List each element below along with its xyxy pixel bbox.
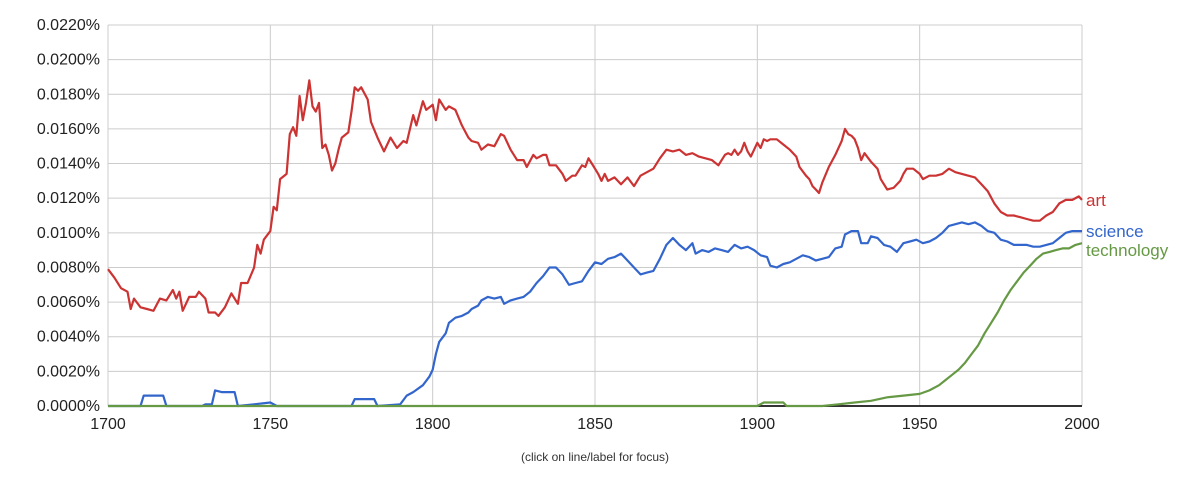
series-lines[interactable] <box>107 79 1083 408</box>
x-tick-label: 1850 <box>577 416 613 433</box>
x-tick-label: 1750 <box>253 416 289 433</box>
series-label-art[interactable]: art <box>1086 191 1106 210</box>
y-tick-label: 0.0020% <box>37 363 100 380</box>
y-tick-label: 0.0040% <box>37 329 100 346</box>
axes: 0.0000% 0.0020% 0.0040% 0.0060% 0.0080% 0.010… <box>37 17 1100 433</box>
series-line-science[interactable] <box>108 221 1082 408</box>
y-tick-label: 0.0100% <box>37 225 100 242</box>
series-label-science[interactable]: science <box>1086 222 1144 241</box>
y-tick-label: 0.0160% <box>37 121 100 138</box>
series-label-technology[interactable]: technology <box>1086 241 1169 260</box>
x-tick-label: 2000 <box>1064 416 1100 433</box>
series-line-technology[interactable] <box>108 242 1083 408</box>
y-tick-label: 0.0180% <box>37 86 100 103</box>
line-chart: 0.0000% 0.0020% 0.0040% 0.0060% 0.0080% 0.010… <box>37 17 1169 433</box>
y-tick-label: 0.0000% <box>37 398 100 415</box>
y-tick-label: 0.0200% <box>37 52 100 69</box>
x-tick-label: 1900 <box>740 416 776 433</box>
y-tick-label: 0.0060% <box>37 294 100 311</box>
y-tick-label: 0.0140% <box>37 156 100 173</box>
x-tick-label: 1800 <box>415 416 451 433</box>
focus-hint: (click on line/label for focus) <box>520 450 670 464</box>
x-tick-label: 1700 <box>90 416 126 433</box>
series-line-art[interactable] <box>107 79 1083 317</box>
x-tick-label: 1950 <box>902 416 938 433</box>
grid-lines <box>107 24 1083 406</box>
y-tick-label: 0.0220% <box>37 17 100 34</box>
y-tick-label: 0.0080% <box>37 259 100 276</box>
y-tick-label: 0.0120% <box>37 190 100 207</box>
